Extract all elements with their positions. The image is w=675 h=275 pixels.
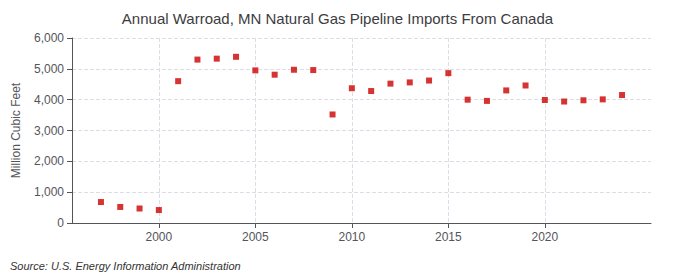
svg-text:2,000: 2,000 bbox=[34, 154, 64, 168]
svg-text:2015: 2015 bbox=[435, 230, 462, 244]
svg-text:Million Cubic Feet: Million Cubic Feet bbox=[9, 82, 23, 178]
svg-text:2010: 2010 bbox=[338, 230, 365, 244]
svg-text:0: 0 bbox=[57, 216, 64, 230]
svg-text:2005: 2005 bbox=[242, 230, 269, 244]
svg-text:2020: 2020 bbox=[531, 230, 558, 244]
svg-text:Annual Warroad, MN Natural Gas: Annual Warroad, MN Natural Gas Pipeline … bbox=[122, 10, 554, 27]
svg-text:2000: 2000 bbox=[145, 230, 172, 244]
svg-text:Source: U.S. Energy Informatio: Source: U.S. Energy Information Administ… bbox=[10, 260, 241, 272]
svg-text:5,000: 5,000 bbox=[34, 62, 64, 76]
svg-text:4,000: 4,000 bbox=[34, 93, 64, 107]
svg-text:3,000: 3,000 bbox=[34, 124, 64, 138]
svg-text:1,000: 1,000 bbox=[34, 185, 64, 199]
svg-text:6,000: 6,000 bbox=[34, 31, 64, 45]
